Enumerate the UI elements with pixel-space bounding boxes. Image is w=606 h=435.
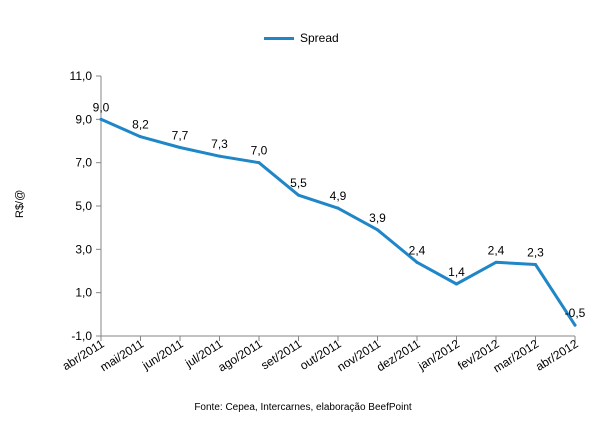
x-tick-label: dez/2011: [374, 337, 423, 375]
y-tick-label: 3,0: [75, 242, 92, 256]
data-point: [534, 263, 537, 266]
data-point: [494, 260, 498, 264]
x-tick-label: ago/2011: [215, 337, 264, 375]
data-point: [139, 135, 142, 139]
x-tick-label: jan/2012: [415, 337, 463, 374]
data-label: 3,9: [369, 211, 386, 225]
data-point: [178, 146, 182, 149]
x-tick-label: mai/2011: [98, 337, 147, 375]
legend-label-spread: Spread: [300, 31, 339, 45]
data-label: 8,2: [132, 118, 149, 132]
y-tick-label: 1,0: [75, 286, 92, 300]
data-point: [297, 193, 300, 197]
source-note: Fonte: Cepea, Intercarnes, elaboração Be…: [194, 402, 412, 413]
data-point: [218, 154, 221, 158]
y-tick-label: 9,0: [75, 112, 92, 126]
data-point: [573, 323, 577, 327]
data-point: [336, 206, 340, 210]
series-line-spread: [99, 117, 577, 327]
y-tick-label: 5,0: [75, 199, 92, 213]
data-label: 7,0: [251, 144, 268, 158]
data-label: 4,9: [330, 189, 347, 203]
y-tick-label: 7,0: [75, 156, 92, 170]
x-tick-label: abr/2012: [533, 336, 581, 373]
data-point: [455, 282, 458, 286]
data-label: 1,4: [448, 265, 465, 279]
data-point: [257, 161, 261, 165]
data-label: 7,7: [172, 129, 189, 143]
chart-legend: Spread: [264, 31, 339, 45]
data-point: [376, 228, 379, 232]
data-label: -0,5: [565, 306, 586, 320]
data-label: 5,5: [290, 176, 307, 190]
data-label: 2,3: [527, 246, 544, 260]
data-point: [415, 260, 419, 264]
x-tick-label: nov/2011: [335, 337, 384, 375]
legend-swatch-spread: [264, 36, 294, 40]
y-tick-label: 11,0: [70, 69, 93, 83]
data-label: 2,4: [488, 243, 505, 257]
y-axis-label: R$/@: [14, 189, 26, 218]
x-tick-label: set/2011: [258, 337, 304, 373]
data-label: 7,3: [211, 137, 228, 151]
data-point: [99, 117, 103, 121]
data-label: 9,0: [93, 100, 110, 114]
x-tick-label: jun/2011: [139, 337, 186, 374]
data-label: 2,4: [409, 243, 426, 257]
y-tick-label: -1,0: [71, 329, 92, 343]
x-tick-label: mar/2012: [491, 337, 542, 376]
